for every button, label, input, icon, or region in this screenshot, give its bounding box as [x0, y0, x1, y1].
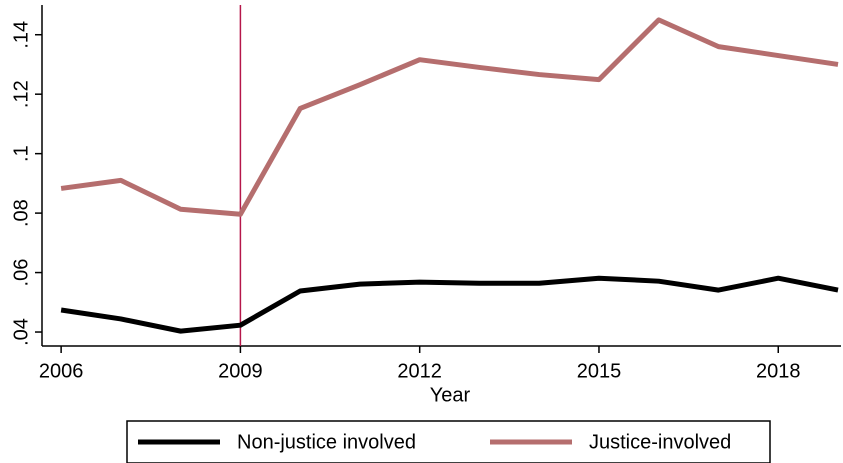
- x-tick-label: 2018: [756, 360, 801, 382]
- y-tick-label: .14: [10, 21, 32, 49]
- x-tick-label: 2015: [577, 360, 622, 382]
- x-tick-label: 2006: [39, 360, 84, 382]
- y-tick-label: .06: [10, 259, 32, 287]
- y-tick-label: .08: [10, 199, 32, 227]
- y-tick-label: .04: [10, 318, 32, 346]
- x-tick-label: 2012: [397, 360, 442, 382]
- x-tick-label: 2009: [218, 360, 263, 382]
- x-axis-title: Year: [430, 384, 471, 406]
- legend-box: [126, 420, 771, 463]
- series-line: [60, 17, 839, 217]
- y-tick-label: .12: [10, 80, 32, 108]
- legend-label: Non-justice involved: [237, 431, 416, 453]
- legend-label: Justice-involved: [589, 431, 731, 453]
- y-tick-label: .1: [10, 145, 32, 162]
- series-line: [60, 275, 839, 334]
